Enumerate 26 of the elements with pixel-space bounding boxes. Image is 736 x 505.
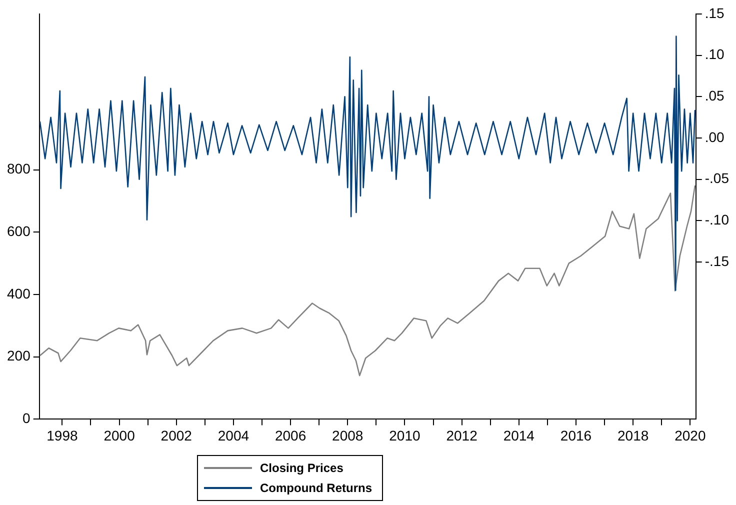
x-tick-label: 2000: [104, 427, 136, 444]
x-tick-label: 2008: [332, 427, 364, 444]
x-tick-label: 2002: [160, 427, 192, 444]
x-tick-label: 2004: [218, 427, 250, 444]
x-tick-label: 2018: [618, 427, 649, 444]
y-tick-label: 200: [7, 348, 31, 364]
x-tick-label: 2006: [274, 427, 306, 444]
y2-tick-label: .00: [704, 128, 725, 145]
y2-tick-label: -.05: [704, 170, 730, 186]
y2-tick-label: .15: [704, 4, 725, 21]
y2-tick-label: .10: [704, 46, 725, 62]
x-tick-label: 2016: [560, 427, 592, 444]
y2-tick-label: .05: [704, 88, 725, 104]
x-tick-label: 2010: [389, 427, 421, 444]
y-tick-label: 600: [7, 223, 31, 240]
y-tick-label: 800: [7, 160, 31, 177]
x-tick-label: 2020: [674, 427, 706, 444]
y2-tick-label: -.15: [704, 252, 730, 269]
x-tick-label: 2012: [446, 427, 478, 444]
legend-label: Closing Prices: [260, 461, 344, 475]
x-tick-label: 2014: [503, 427, 535, 444]
y2-tick-label: -.10: [704, 212, 730, 228]
x-tick-label: 1998: [46, 427, 78, 444]
y-tick-label: 0: [22, 410, 31, 426]
legend-label: Compound Returns: [260, 481, 372, 495]
y-tick-label: 400: [7, 285, 31, 302]
